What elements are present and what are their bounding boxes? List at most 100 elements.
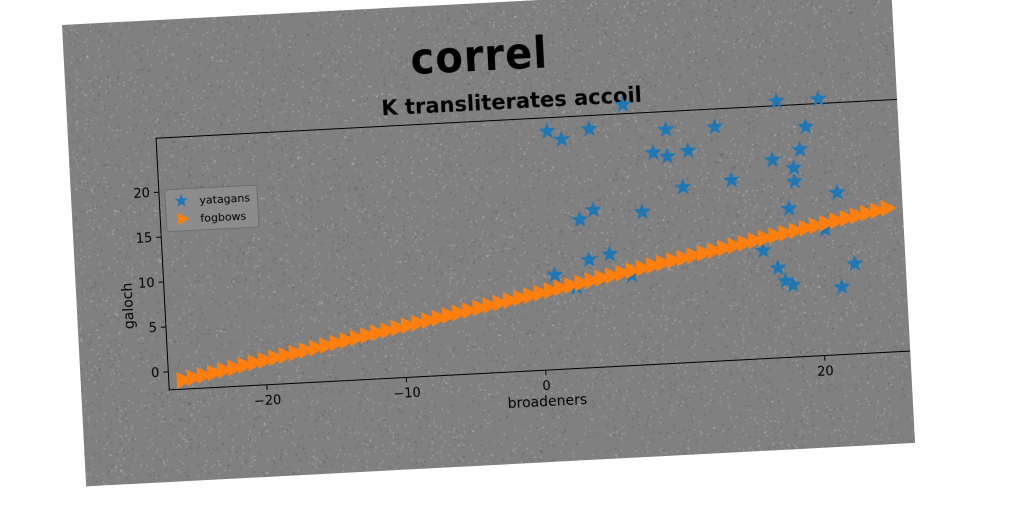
fogbows-point [370, 324, 387, 342]
fogbows-point [747, 232, 765, 250]
fogbows-point [655, 254, 673, 272]
x-tick-label: 20 [817, 364, 834, 380]
fogbows-point [186, 369, 203, 387]
legend-marker-fogbows [177, 213, 190, 226]
yatagans-point [763, 151, 781, 168]
fogbows-point [706, 242, 724, 260]
fogbows-point [635, 259, 652, 277]
fogbows-point [615, 264, 632, 282]
yatagans-point [674, 178, 692, 195]
fogbows-point [778, 224, 795, 242]
fogbows-point [574, 274, 591, 292]
y-tick-label: 15 [135, 231, 152, 247]
yatagans-point [767, 92, 785, 109]
yatagans-point [580, 120, 598, 137]
yatagans-point [706, 117, 724, 135]
yatagans-point [754, 241, 772, 259]
yatagans-point [809, 90, 827, 107]
yatagans-point [722, 171, 740, 188]
yatagans-point [600, 245, 618, 262]
fogbows-point [880, 199, 897, 217]
yatagans-point [828, 183, 846, 201]
fogbows-point [247, 354, 265, 372]
fogbows-point [808, 217, 826, 235]
fogbows-point [410, 314, 428, 332]
y-tick-label: 0 [151, 366, 160, 381]
fogbows-point [737, 234, 754, 252]
fogbows-point [257, 352, 275, 370]
yatagans-point [833, 278, 851, 295]
fogbows-point [196, 367, 214, 384]
fogbows-point [676, 249, 693, 267]
yatagans-point [584, 200, 602, 218]
yatagans-point [538, 122, 556, 139]
fogbows-point [492, 294, 510, 312]
fogbows-point [319, 337, 336, 355]
fogbows-point [686, 247, 703, 265]
fogbows-point [482, 297, 499, 315]
fogbows-point [431, 309, 448, 327]
fogbows-point [502, 292, 520, 310]
fogbows-point [696, 244, 714, 262]
fogbows-point [788, 222, 805, 240]
fogbows-point [421, 312, 438, 330]
fogbows-point [176, 371, 193, 389]
yatagans-point [657, 120, 675, 138]
y-tick-label: 10 [138, 276, 155, 292]
x-tick-label: −10 [393, 386, 421, 402]
fogbows-point [329, 334, 346, 352]
fogbows-point [727, 237, 744, 255]
fogbows-point [553, 279, 571, 297]
fogbows-point [441, 307, 459, 325]
yatagans-point [552, 130, 571, 148]
yatagans-point [784, 276, 802, 293]
fogbows-point [849, 207, 867, 225]
fogbows-point [859, 204, 877, 222]
x-axis-label: broadeners [507, 392, 587, 412]
fogbows-point [268, 349, 285, 367]
fogbows-point [564, 277, 581, 295]
figure-background: correl K transliterates accoil −20 −10 0 20… [62, 0, 916, 487]
y-tick-label: 5 [148, 321, 157, 336]
fogbows-point [829, 212, 846, 230]
yatagans-point [546, 266, 564, 283]
legend-marker-yatagans [174, 194, 188, 207]
fogbows-point [288, 344, 305, 362]
yatagans-point [780, 199, 798, 217]
fogbows-point [278, 347, 295, 365]
yatagans-point [846, 254, 864, 272]
fogbows-point [227, 359, 244, 377]
x-tick-label: 0 [542, 379, 551, 394]
yatagans-point [644, 143, 662, 161]
fogbows-point [359, 327, 377, 345]
fogbows-point [666, 252, 683, 270]
legend-label-fogbows: fogbows [200, 210, 247, 225]
yatagans-point [785, 158, 803, 176]
yatagans-point [658, 147, 676, 165]
y-tick-label: 20 [133, 186, 150, 202]
fogbows-point [594, 269, 612, 287]
fogbows-point [380, 322, 397, 340]
fogbows-point [217, 362, 234, 379]
fogbows-point [543, 282, 561, 300]
y-axis-label: galoch [120, 282, 138, 329]
yatagans-point [614, 95, 632, 113]
fogbows-point [523, 287, 540, 305]
x-tick-label: −20 [254, 393, 282, 409]
fogbows-point [237, 357, 254, 375]
fogbows-point [625, 262, 642, 280]
fogbows-point [768, 227, 785, 245]
yatagans-point [679, 141, 697, 159]
fogbows-point [870, 202, 887, 220]
fogbows-point [400, 317, 418, 335]
legend-label-yatagans: yatagans [199, 191, 251, 207]
chart-plot: −20 −10 0 20 0 5 10 15 20 broadeners galoch yatagan… [120, 90, 916, 412]
yatagans-point [580, 250, 598, 268]
fogbows-point [339, 332, 356, 350]
fogbows-point [717, 239, 734, 257]
yatagans-point [791, 140, 809, 158]
fogbows-point [757, 229, 775, 247]
fogbows-point [206, 364, 224, 382]
axes-frame [155, 98, 916, 391]
